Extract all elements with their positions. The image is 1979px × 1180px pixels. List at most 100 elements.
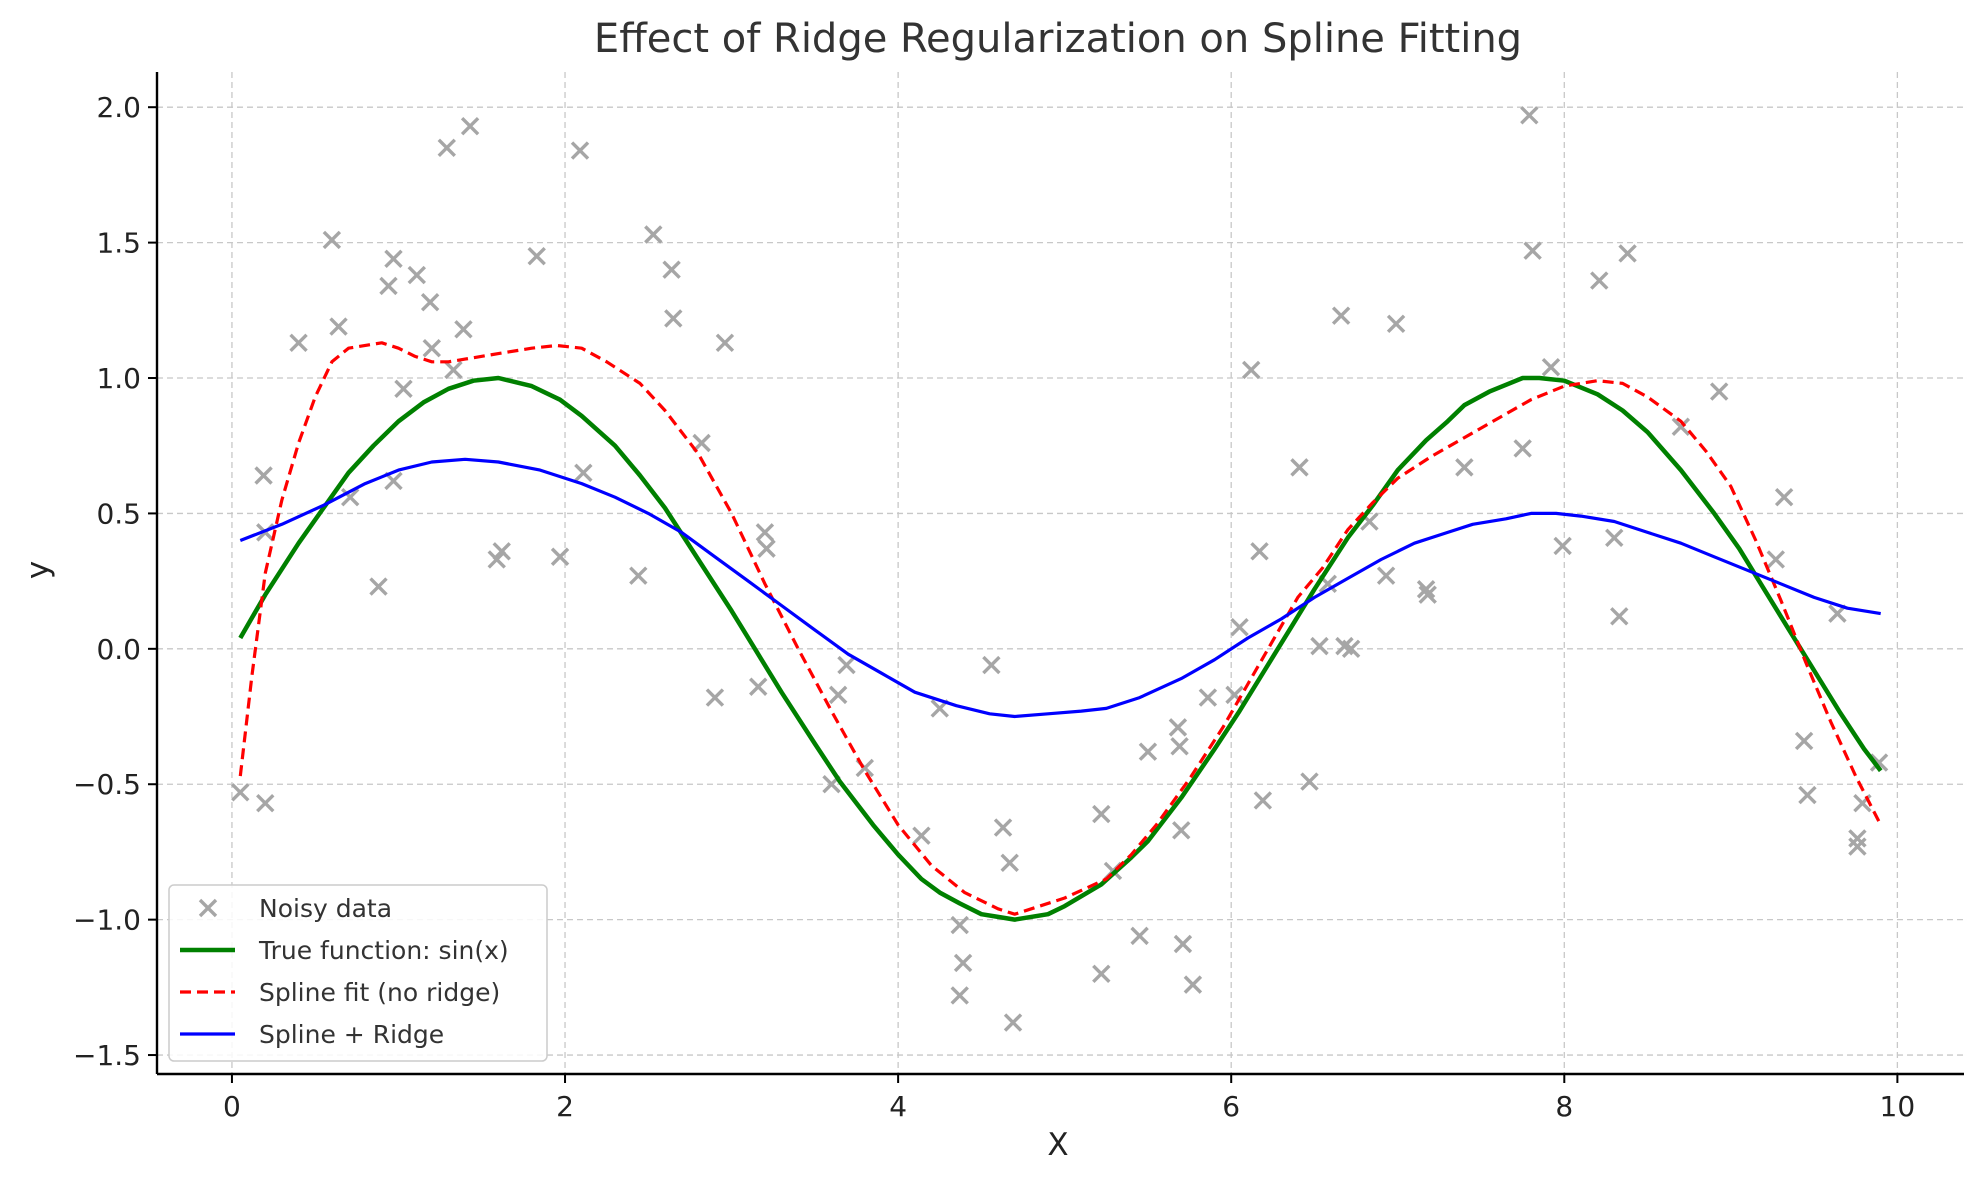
legend-entry-true: True function: sin(x) xyxy=(180,936,509,965)
data-point-marker xyxy=(692,433,711,453)
data-point-marker xyxy=(1416,580,1436,599)
data-point-marker xyxy=(487,550,506,569)
data-point-marker xyxy=(329,317,348,336)
data-point-marker xyxy=(340,487,360,507)
data-point-marker xyxy=(1869,753,1889,772)
data-point-marker xyxy=(570,141,590,160)
data-point-marker xyxy=(1455,458,1474,477)
data-point-marker xyxy=(1618,244,1637,263)
data-point-marker xyxy=(1848,829,1867,848)
line-series xyxy=(238,341,1883,922)
x-tick-label: 4 xyxy=(889,1090,907,1123)
tick-labels: 0 2 4 6 8 10 −1.5 −1.0 −0.5 0.0 0.5 1.0 1.5 2.0 xyxy=(73,91,1915,1123)
y-tick-label: 1.5 xyxy=(96,227,141,260)
y-tick-label: −1.0 xyxy=(73,904,141,937)
ridge-series-line xyxy=(239,457,1881,719)
legend-box xyxy=(168,884,548,1062)
legend-entry-noisy: Noisy data xyxy=(198,894,392,923)
data-point-marker xyxy=(420,292,440,312)
y-tick-label: 2.0 xyxy=(96,91,141,124)
true-series-line xyxy=(238,375,1883,922)
data-point-marker xyxy=(749,677,768,696)
data-point-marker xyxy=(1300,772,1319,791)
legend-entry-ridge: Spline + Ridge xyxy=(180,1020,444,1049)
y-tick-label: −1.5 xyxy=(73,1039,141,1072)
y-tick-label: 0.0 xyxy=(96,633,141,666)
data-point-marker xyxy=(1183,975,1203,994)
data-point-marker xyxy=(379,276,398,296)
data-point-marker xyxy=(1331,306,1351,325)
data-point-marker xyxy=(1198,688,1218,707)
data-point-marker xyxy=(231,783,250,802)
legend: Noisy data True function: sin(x) Spline fi… xyxy=(168,884,548,1062)
data-point-marker xyxy=(1170,737,1189,756)
data-point-marker xyxy=(1418,585,1437,604)
data-point-marker xyxy=(289,333,308,353)
data-point-marker xyxy=(1523,241,1542,260)
x-tick-label: 10 xyxy=(1880,1090,1916,1123)
data-point-marker xyxy=(444,360,463,380)
data-point-marker xyxy=(437,138,456,158)
legend-entry-spline: Spline fit (no ridge) xyxy=(180,978,500,1007)
y-tick-label: 0.5 xyxy=(96,497,141,530)
data-point-marker xyxy=(1798,785,1817,805)
data-point-marker xyxy=(1290,458,1309,477)
x-axis-label: X xyxy=(1047,1127,1068,1163)
data-point-marker xyxy=(1774,487,1794,507)
data-point-marker xyxy=(1172,821,1191,840)
y-axis-label: y xyxy=(20,561,56,579)
data-point-marker xyxy=(460,116,480,136)
data-point-marker xyxy=(715,333,735,353)
chart-title: Effect of Ridge Regularization on Spline… xyxy=(594,16,1522,62)
data-point-marker xyxy=(550,547,570,566)
data-point-marker xyxy=(322,230,342,250)
data-point-marker xyxy=(705,688,725,707)
data-point-marker xyxy=(629,566,648,585)
data-point-marker xyxy=(1794,731,1814,751)
data-point-marker xyxy=(982,655,1001,675)
data-point-marker xyxy=(1341,639,1361,659)
data-point-marker xyxy=(950,986,969,1005)
data-point-marker xyxy=(644,225,663,244)
x-tick-label: 2 xyxy=(556,1090,574,1123)
data-point-marker xyxy=(755,523,775,542)
x-tick-label: 8 xyxy=(1555,1090,1573,1123)
y-tick-label: −0.5 xyxy=(73,768,141,801)
data-point-marker xyxy=(1386,314,1406,334)
data-point-marker xyxy=(574,463,593,483)
data-point-marker xyxy=(407,265,427,285)
data-point-marker xyxy=(254,466,273,485)
data-point-marker xyxy=(1848,837,1867,856)
legend-label: Noisy data xyxy=(259,894,392,923)
scatter-series xyxy=(231,106,1889,1032)
data-point-marker xyxy=(1241,360,1261,380)
x-tick-label: 0 xyxy=(223,1090,241,1123)
data-point-marker xyxy=(369,577,388,596)
data-point-marker xyxy=(757,539,776,558)
data-point-marker xyxy=(664,309,683,328)
data-point-marker xyxy=(828,685,848,705)
data-point-marker xyxy=(1605,528,1624,547)
data-point-marker xyxy=(1003,1013,1023,1032)
data-point-marker xyxy=(953,953,973,973)
data-point-marker xyxy=(1230,617,1249,637)
data-point-marker xyxy=(454,320,473,339)
data-point-marker xyxy=(1671,417,1691,436)
data-point-marker xyxy=(1092,804,1111,824)
legend-label: Spline + Ridge xyxy=(259,1020,444,1049)
data-point-marker xyxy=(993,818,1013,837)
legend-marker-icon xyxy=(198,898,218,918)
data-point-marker xyxy=(1250,542,1269,561)
data-point-marker xyxy=(422,339,441,358)
data-point-marker xyxy=(1766,550,1786,569)
legend-label: True function: sin(x) xyxy=(258,936,509,965)
x-tick-label: 6 xyxy=(1222,1090,1240,1123)
data-point-marker xyxy=(1541,357,1561,377)
data-point-marker xyxy=(1168,718,1188,737)
data-point-marker xyxy=(1709,382,1729,401)
data-point-marker xyxy=(662,260,681,279)
data-point-marker xyxy=(912,826,931,845)
data-point-marker xyxy=(1130,926,1149,946)
